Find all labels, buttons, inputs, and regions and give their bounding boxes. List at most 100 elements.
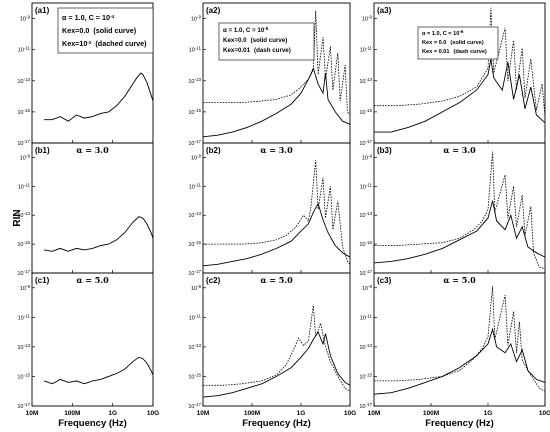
legend-a1: α = 1.0, C = 10-4 Kex=0.0 (solid curve) Kex… (57, 7, 154, 54)
dash-curve (203, 305, 351, 392)
legend-line: α = 1.0, C = 10-6 (422, 29, 464, 37)
y-tick-label: 10-11 (189, 313, 202, 321)
y-tick-label: 10-15 (188, 108, 201, 116)
dash-curve (374, 286, 546, 392)
y-tick-label: 10-17 (17, 269, 30, 277)
x-axis-title: Frequency (Hz) (425, 418, 494, 429)
y-tick-label: 10-17 (17, 139, 30, 147)
x-axis-title: Frequency (Hz) (242, 418, 311, 429)
alpha-label: α = 3.0 (260, 145, 293, 155)
legend-line: Kex = 0.01 (dash curve) (422, 49, 487, 55)
y-tick-label: 10-11 (18, 46, 31, 54)
x-tick-label: 1G (297, 410, 306, 417)
y-tick-label: 10-13 (359, 343, 372, 351)
legend-line: Kex=0.0 (solid curve) (62, 26, 137, 35)
y-tick-label: 10-11 (18, 313, 31, 321)
panel-grid: 10-1710-1510-1310-1110-9(a1)10-1710-1510… (17, 2, 550, 417)
x-tick-label: 10G (539, 410, 550, 417)
panel-a3: 10-17 10-15 10-13 10-11 10-9 (a3) (359, 2, 546, 147)
y-tick-label: 10-13 (17, 77, 30, 85)
x-tick-label: 10M (197, 410, 210, 417)
y-tick-label: 10-17 (359, 269, 372, 277)
legend-line: Kex=0.0 (solid curve) (223, 37, 287, 44)
panel-b1: 10-17 10-15 10-13 10-11 10-9 (b1) α = 3.0 (17, 142, 154, 277)
panel-frame (373, 142, 546, 274)
x-axis-title: Frequency (Hz) (58, 418, 127, 429)
y-tick-label: 10-15 (188, 240, 201, 248)
panel-b2: 10-17 10-15 10-13 10-11 10-9 (b2) α = 3.0 (188, 142, 351, 277)
y-tick-label: 10-13 (359, 77, 372, 85)
panel-c1: 10-17 10-15 10-13 10-11 10-9 10M 100M 1G 10G (c1)… (17, 272, 159, 417)
dash-curve (374, 151, 546, 270)
y-tick-label: 10-15 (359, 372, 372, 380)
x-tick-label: 1G (484, 410, 493, 417)
panel-label: (c3) (377, 276, 392, 285)
y-tick-label: 10-9 (191, 15, 202, 23)
y-tick-label: 10-9 (20, 284, 31, 292)
y-tick-label: 10-17 (359, 139, 372, 147)
panel-label: (c2) (206, 276, 221, 285)
panel-c3: 10-17 10-15 10-13 10-11 10-9 10M 100M 1G 10G (c3)… (359, 272, 550, 417)
x-tick-label: 100M (64, 410, 80, 417)
panel-label: (b2) (206, 146, 221, 155)
y-tick-label: 10-13 (188, 77, 201, 85)
y-tick-label: 10-15 (17, 372, 30, 380)
y-tick-label: 10-11 (189, 182, 202, 190)
x-tick-label: 10M (368, 410, 381, 417)
legend-line: α = 1.0, C = 10-5 (223, 26, 269, 34)
y-tick-label: 10-9 (362, 284, 373, 292)
alpha-label: α = 3.0 (76, 145, 109, 155)
panel-label: (a1) (35, 6, 50, 15)
y-tick-label: 10-13 (17, 343, 30, 351)
panel-b3: 10-17 10-15 10-13 10-11 10-9 (b3) α = 3.0 (359, 142, 546, 277)
solid-curve (44, 72, 154, 122)
solid-curve (202, 202, 351, 267)
legend-box (218, 22, 315, 61)
alpha-label: α = 5.0 (260, 275, 293, 285)
legend-a3: α = 1.0, C = 10-6 Kex = 0.0 (solid curve) K… (417, 26, 499, 60)
legend-box (417, 26, 499, 60)
alpha-label: α = 3.0 (443, 145, 476, 155)
panel-frame (202, 142, 351, 274)
y-tick-label: 10-9 (362, 15, 373, 23)
alpha-label: α = 5.0 (76, 275, 109, 285)
panel-label: (b1) (35, 146, 50, 155)
y-tick-label: 10-11 (18, 182, 31, 190)
y-tick-label: 10-17 (17, 402, 30, 410)
y-tick-label: 10-11 (360, 182, 373, 190)
y-tick-label: 10-13 (188, 211, 201, 219)
dash-curve (374, 7, 546, 117)
panel-label: (c1) (35, 276, 50, 285)
solid-curve (202, 66, 351, 138)
y-tick-label: 10-9 (20, 15, 31, 23)
y-tick-label: 10-11 (189, 46, 202, 54)
dash-curve (203, 160, 351, 265)
y-tick-label: 10-9 (362, 153, 373, 161)
solid-curve (43, 356, 154, 385)
x-tick-label: 100M (423, 410, 439, 417)
solid-curve (373, 200, 546, 264)
x-tick-label: 10G (147, 410, 159, 417)
x-tick-label: 1G (108, 410, 117, 417)
panel-frame (31, 142, 154, 274)
x-tick-label: 10M (26, 410, 39, 417)
legend-line: Kex=10-2 (dached curve) (62, 39, 147, 48)
y-tick-label: 10-17 (188, 269, 201, 277)
y-tick-label: 10-17 (188, 402, 201, 410)
y-tick-label: 10-9 (191, 284, 202, 292)
y-tick-label: 10-9 (20, 153, 31, 161)
dash-curve (203, 10, 351, 116)
y-tick-label: 10-15 (17, 240, 30, 248)
panel-label: (a2) (206, 6, 221, 15)
panel-a1: 10-17 10-15 10-13 10-11 10-9 (a1) (17, 2, 154, 147)
panel-frame (31, 272, 154, 407)
legend-line: α = 1.0, C = 10-4 (62, 13, 114, 22)
y-tick-label: 10-13 (188, 343, 201, 351)
y-tick-label: 10-15 (17, 108, 30, 116)
solid-curve (374, 58, 546, 133)
panel-a2: 10-17 10-15 10-13 10-11 10-9 (a2) (188, 2, 351, 147)
y-tick-label: 10-15 (188, 372, 201, 380)
x-axis-titles: Frequency (Hz) Frequency (Hz) Frequency (H… (58, 418, 494, 429)
y-tick-label: 10-9 (191, 153, 202, 161)
y-tick-label: 10-17 (359, 402, 372, 410)
